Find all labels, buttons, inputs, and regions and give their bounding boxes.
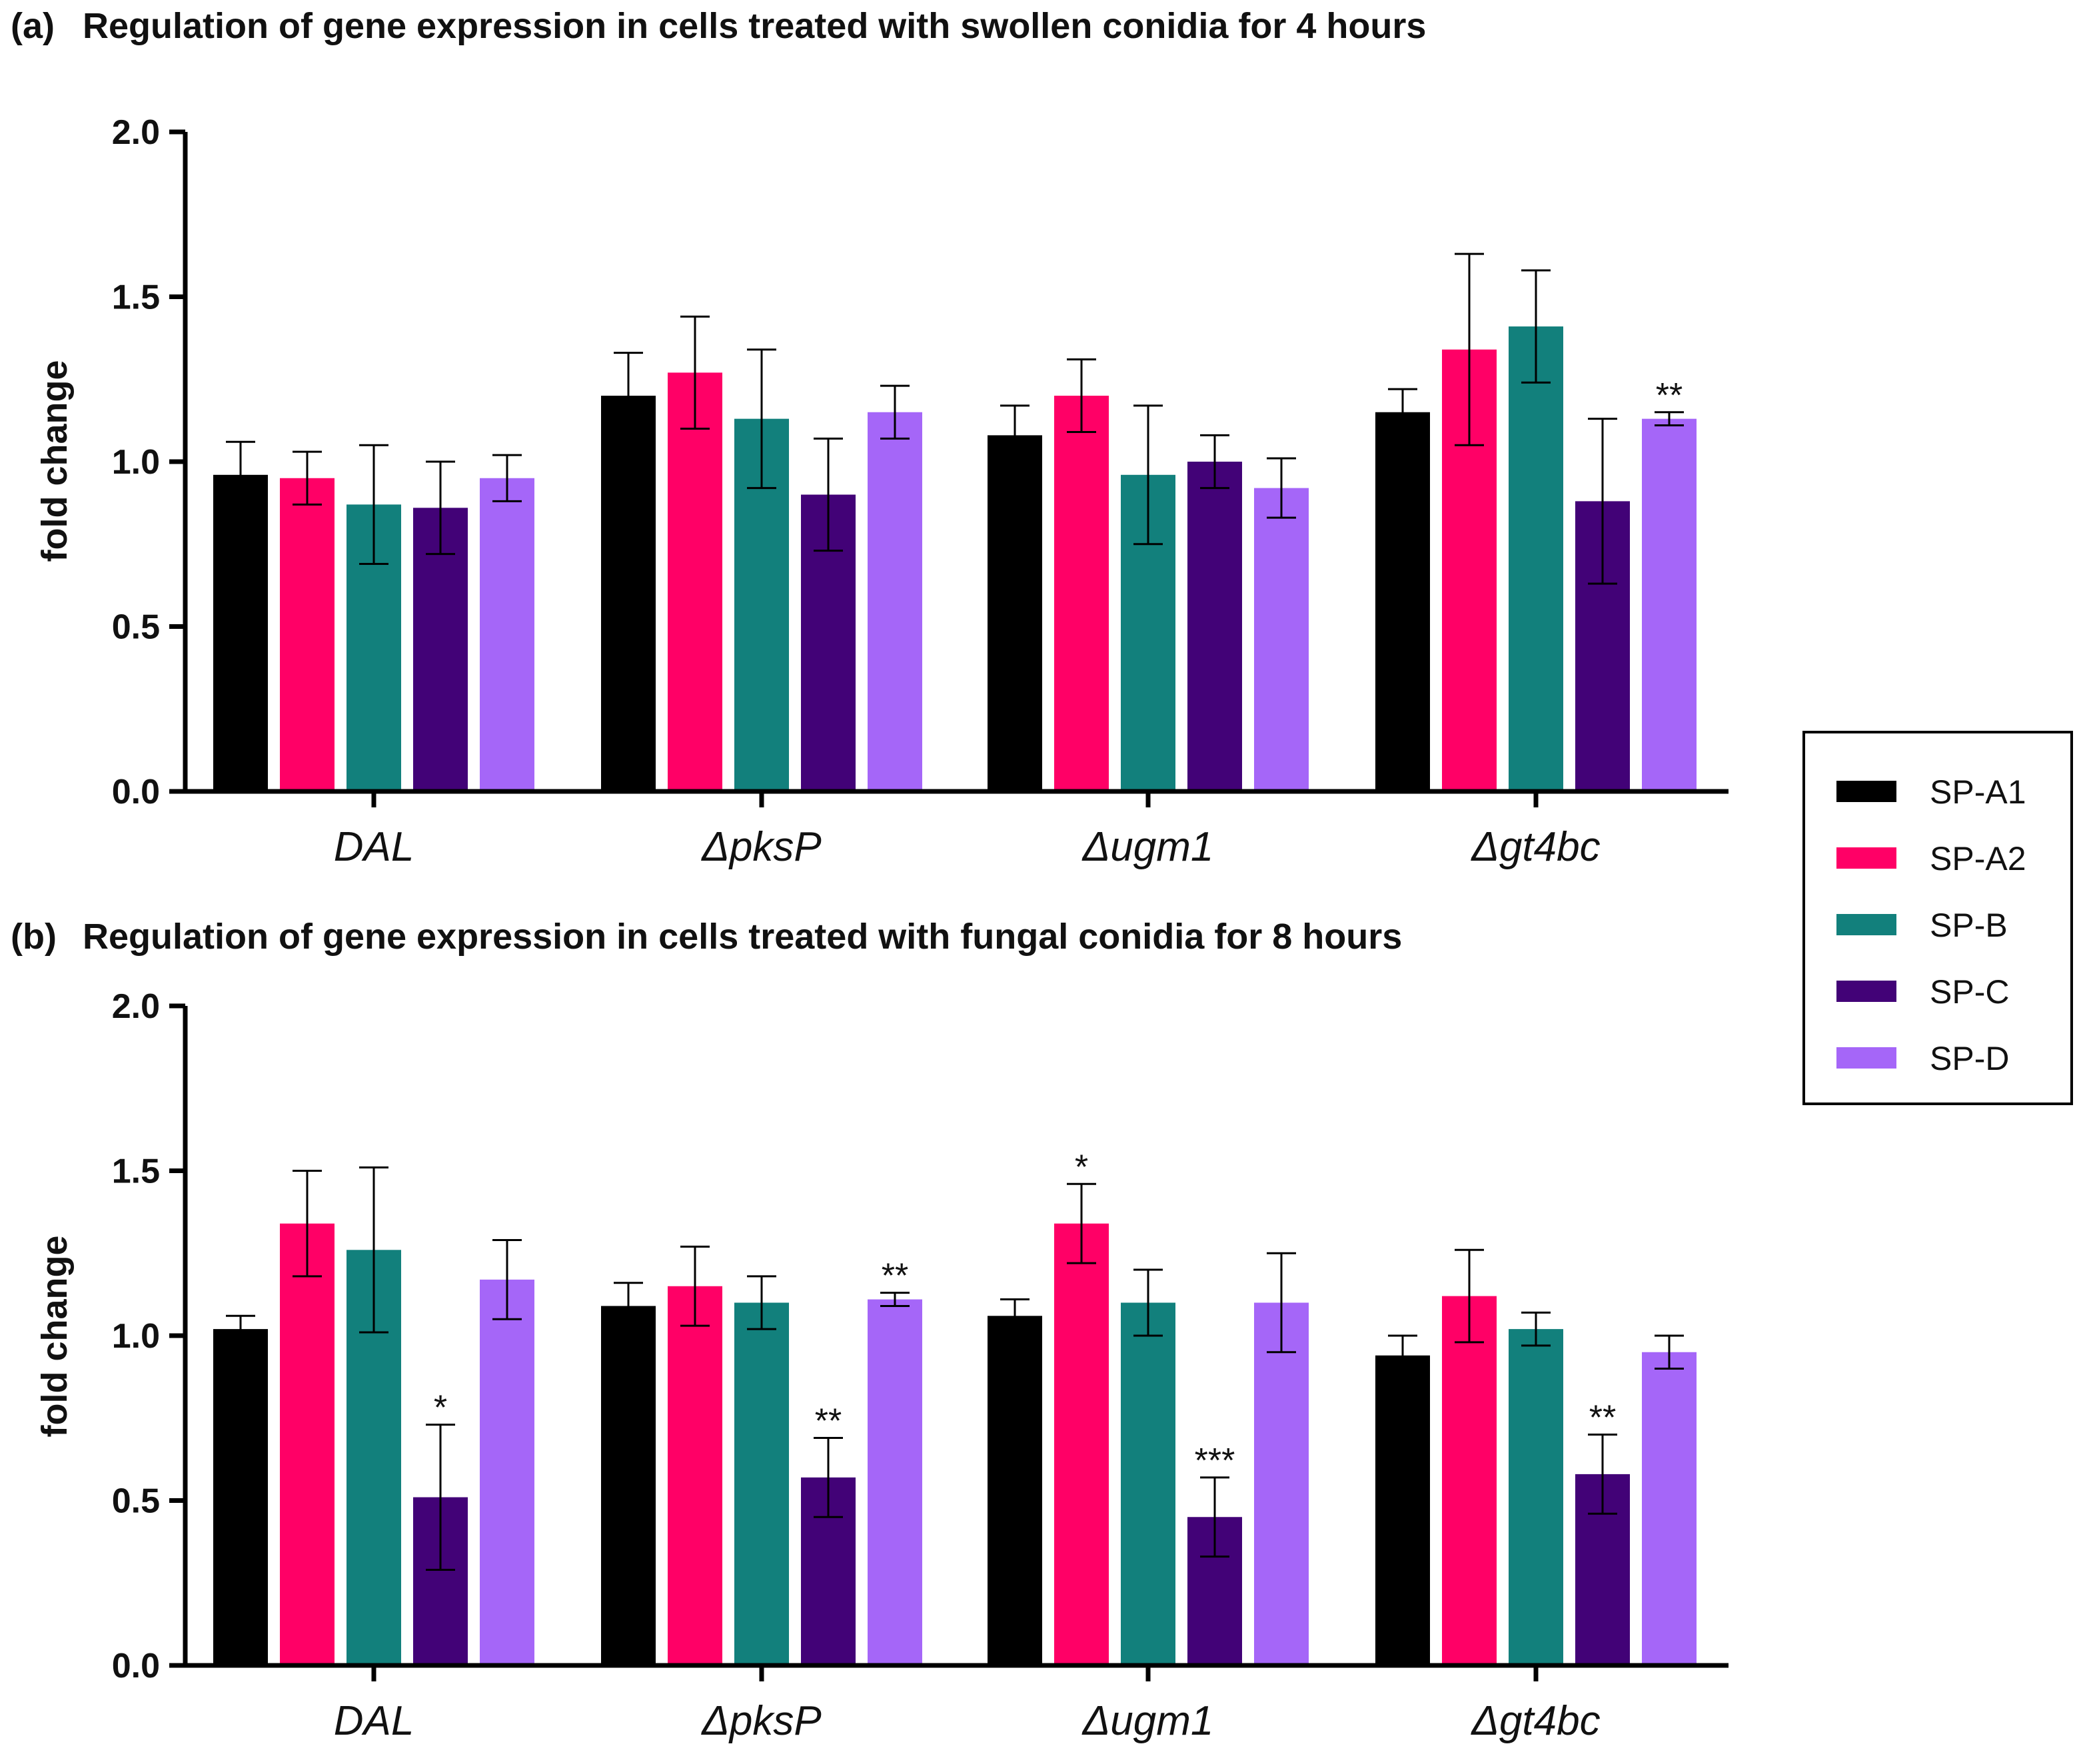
panel-a-y-tick-label: 1.0 bbox=[112, 443, 160, 482]
legend-label-sp-c: SP-C bbox=[1930, 973, 2009, 1011]
panel-a-bars bbox=[213, 326, 1697, 791]
panel-b-category-label-pksp: ΔpksP bbox=[700, 1698, 821, 1744]
legend-swatch-sp-b bbox=[1836, 914, 1896, 935]
panel-b-bar-ugm1-sp-b bbox=[1121, 1302, 1175, 1665]
panel-a-title: Regulation of gene expression in cells t… bbox=[83, 6, 1426, 46]
panel-a-category-label-gt4bc: Δgt4bc bbox=[1470, 824, 1600, 870]
legend-swatch-sp-d bbox=[1836, 1047, 1896, 1069]
panel-b-significance-ugm1-sp-c: *** bbox=[1195, 1442, 1235, 1480]
panel-b-bar-ugm1-sp-a2 bbox=[1054, 1223, 1109, 1665]
panel-b-category-label-dal: DAL bbox=[334, 1698, 414, 1744]
panel-b: (b) Regulation of gene expression in cel… bbox=[11, 917, 1729, 1744]
panel-b-bar-gt4bc-sp-d bbox=[1642, 1352, 1697, 1665]
panel-b-significance-pksp-sp-c: ** bbox=[815, 1402, 842, 1440]
panel-a-category-label-ugm1: Δugm1 bbox=[1081, 824, 1214, 870]
panel-a-bar-gt4bc-sp-d bbox=[1642, 418, 1697, 791]
legend-swatch-sp-a1 bbox=[1836, 781, 1896, 802]
panel-b-bar-dal-sp-a2 bbox=[280, 1223, 335, 1665]
panel-b-significance-pksp-sp-d: ** bbox=[882, 1257, 908, 1296]
panel-a-y-tick-label: 2.0 bbox=[112, 113, 160, 152]
panel-a-category-label-dal: DAL bbox=[334, 824, 414, 870]
panel-b-bar-pksp-sp-b bbox=[734, 1302, 789, 1665]
panel-b-bar-dal-sp-a1 bbox=[213, 1329, 268, 1665]
legend-swatch-sp-a2 bbox=[1836, 847, 1896, 869]
panel-a-bar-dal-sp-a2 bbox=[280, 478, 335, 791]
panel-b-y-axis-title: fold change bbox=[35, 1235, 75, 1437]
panel-b-bar-ugm1-sp-d bbox=[1254, 1302, 1309, 1665]
panel-b-bars bbox=[213, 1223, 1697, 1665]
panel-b-bar-pksp-sp-a1 bbox=[601, 1306, 656, 1665]
legend-frame bbox=[1802, 731, 2073, 1105]
panel-b-category-label-ugm1: Δugm1 bbox=[1081, 1698, 1214, 1744]
panel-b-significance-labels: ** ********* bbox=[434, 1148, 1616, 1480]
panel-a-category-label-pksp: ΔpksP bbox=[700, 824, 821, 870]
panel-b-y-ticks: 0.0 0.5 1.0 1.5 2.0 bbox=[112, 987, 185, 1685]
panel-a-label: (a) bbox=[11, 6, 55, 46]
panel-a-bar-pksp-sp-a2 bbox=[668, 372, 722, 791]
panel-b-bar-gt4bc-sp-a1 bbox=[1375, 1355, 1430, 1665]
panel-b-y-tick-label: 1.0 bbox=[112, 1317, 160, 1356]
panel-b-significance-dal-sp-c: * bbox=[434, 1389, 447, 1428]
panel-b-significance-gt4bc-sp-c: ** bbox=[1589, 1399, 1616, 1438]
panel-a-significance-gt4bc-sp-d: ** bbox=[1656, 376, 1683, 415]
legend-items: SP-A1 SP-A2 SP-B SP-C SP-D bbox=[1836, 773, 2026, 1077]
panel-a-y-tick-label: 0.0 bbox=[112, 773, 160, 811]
panel-b-bar-gt4bc-sp-a2 bbox=[1442, 1296, 1497, 1665]
panel-a-bar-ugm1-sp-c bbox=[1187, 462, 1242, 791]
panel-a-bar-dal-sp-d bbox=[480, 478, 534, 791]
panel-b-title: Regulation of gene expression in cells t… bbox=[83, 917, 1402, 957]
panel-b-y-tick-label: 0.5 bbox=[112, 1482, 160, 1521]
legend-label-sp-a1: SP-A1 bbox=[1930, 773, 2026, 811]
panel-b-bar-ugm1-sp-a1 bbox=[988, 1316, 1042, 1665]
legend-label-sp-a2: SP-A2 bbox=[1930, 840, 2026, 877]
panel-a-bar-dal-sp-c bbox=[413, 508, 468, 791]
legend: SP-A1 SP-A2 SP-B SP-C SP-D bbox=[1802, 731, 2073, 1105]
panel-b-bar-pksp-sp-a2 bbox=[668, 1286, 722, 1665]
panel-a: (a) Regulation of gene expression in cel… bbox=[11, 6, 1729, 870]
panel-b-label: (b) bbox=[11, 917, 57, 957]
panel-a-y-tick-label: 1.5 bbox=[112, 278, 160, 317]
panel-b-category-labels: DAL ΔpksP Δugm1 Δgt4bc bbox=[334, 1665, 1601, 1744]
panel-b-bar-gt4bc-sp-b bbox=[1509, 1329, 1563, 1665]
panel-b-bar-pksp-sp-d bbox=[868, 1299, 922, 1665]
panel-b-y-tick-label: 0.0 bbox=[112, 1647, 160, 1685]
panel-a-y-tick-label: 0.5 bbox=[112, 608, 160, 647]
panel-b-y-tick-label: 1.5 bbox=[112, 1152, 160, 1191]
panel-b-bar-dal-sp-d bbox=[480, 1279, 534, 1665]
panel-a-bar-pksp-sp-a1 bbox=[601, 396, 656, 791]
legend-swatch-sp-c bbox=[1836, 981, 1896, 1002]
panel-a-error-bars bbox=[226, 252, 1684, 585]
panel-b-error-bars bbox=[226, 1166, 1684, 1571]
panel-a-bar-ugm1-sp-a1 bbox=[988, 435, 1042, 791]
panel-a-bar-ugm1-sp-d bbox=[1254, 488, 1309, 791]
legend-label-sp-d: SP-D bbox=[1930, 1040, 2009, 1077]
panel-a-y-ticks: 0.0 0.5 1.0 1.5 2.0 bbox=[112, 113, 185, 811]
panel-a-bar-ugm1-sp-a2 bbox=[1054, 396, 1109, 791]
panel-a-bar-gt4bc-sp-a1 bbox=[1375, 412, 1430, 791]
panel-a-category-labels: DAL ΔpksP Δugm1 Δgt4bc bbox=[334, 791, 1601, 870]
panel-a-bar-dal-sp-a1 bbox=[213, 474, 268, 791]
legend-label-sp-b: SP-B bbox=[1930, 907, 2008, 944]
panel-b-y-tick-label: 2.0 bbox=[112, 987, 160, 1026]
panel-a-y-axis-title: fold change bbox=[35, 360, 75, 562]
panel-a-significance-labels: ** bbox=[1656, 376, 1683, 415]
panel-b-significance-ugm1-sp-a2: * bbox=[1075, 1148, 1088, 1186]
panel-b-category-label-gt4bc: Δgt4bc bbox=[1470, 1698, 1600, 1744]
panel-a-bar-pksp-sp-d bbox=[868, 412, 922, 791]
panel-a-bar-gt4bc-sp-b bbox=[1509, 326, 1563, 791]
